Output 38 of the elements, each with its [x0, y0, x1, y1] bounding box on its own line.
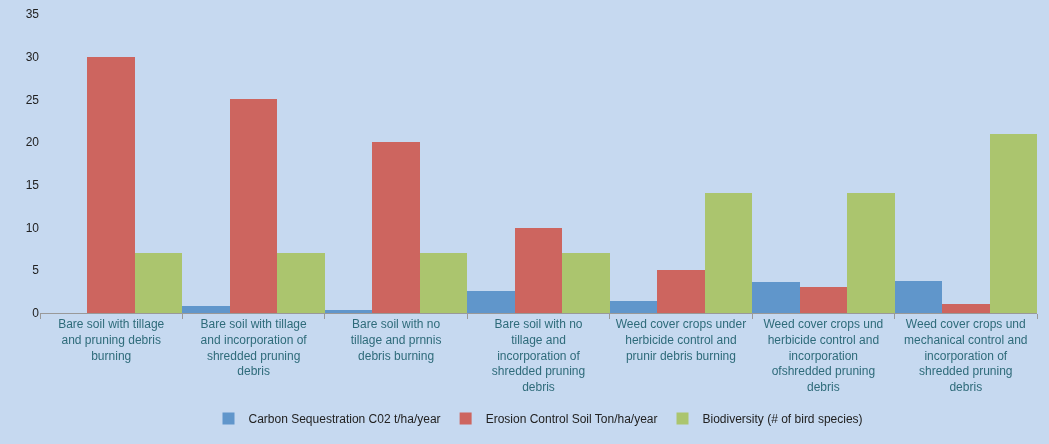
bar: [135, 253, 182, 313]
y-tick-label: 10: [25, 220, 40, 235]
bar: [467, 291, 515, 313]
bar: [230, 99, 277, 313]
y-tick-label: 15: [25, 178, 40, 193]
legend-label: Erosion Control Soil Ton/ha/year: [485, 412, 658, 427]
bar: [515, 228, 562, 313]
x-tick-label: Bare soil with no tillage and incorporation of shredded pruning debris: [491, 317, 586, 394]
bar: [277, 253, 325, 313]
bar: [942, 304, 990, 313]
bar: [562, 253, 610, 313]
bar: [182, 306, 230, 313]
bar: [657, 270, 705, 313]
x-tick-label: Weed cover crops und mechanical control and incorporation of shredded pruning debris: [904, 317, 1028, 394]
x-tick-label: Bare soil with no tillage and prnnis debris burning: [350, 317, 442, 363]
y-tick-label: 0: [32, 306, 40, 321]
bar: [800, 287, 847, 313]
bar: [325, 310, 372, 313]
x-tick-label: Weed cover crops und herbicide control and incorporation ofshredded pruning debris: [763, 317, 884, 394]
bar: [752, 282, 800, 313]
x-tick-label: Weed cover crops under herbicide control and prunir debris burning: [615, 317, 747, 363]
x-tick-label: Bare soil with tillage and incorporation of shredded pruning debris: [200, 317, 308, 379]
y-tick-label: 20: [25, 135, 40, 150]
y-tick-label: 30: [25, 49, 40, 64]
legend-label: Biodiversity (# of bird species): [702, 412, 863, 427]
x-tick-label: Bare soil with tillage and pruning debris burning: [58, 317, 165, 363]
bar: [372, 142, 420, 313]
bar: [705, 193, 752, 313]
bar: [895, 281, 942, 313]
y-tick-label: 5: [32, 263, 40, 278]
bar: [990, 134, 1037, 313]
bar: [610, 301, 657, 313]
bar: [420, 253, 467, 313]
bar: [87, 57, 135, 313]
bar: [847, 193, 895, 313]
legend-label: Carbon Sequestration C02 t/ha/year: [248, 412, 441, 427]
y-tick-label: 25: [25, 92, 40, 107]
y-tick-label: 35: [25, 7, 40, 22]
